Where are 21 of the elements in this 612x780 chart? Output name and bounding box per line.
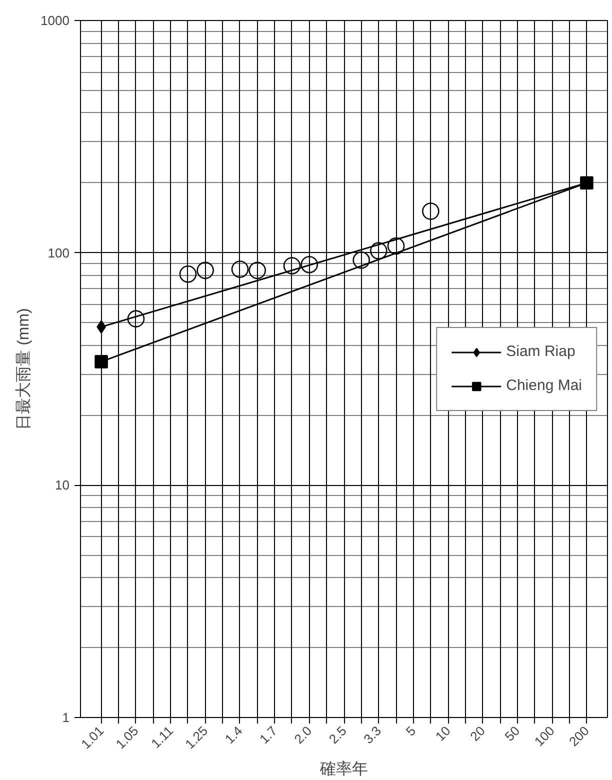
y-tick-label: 100: [48, 245, 70, 260]
x-tick-label: 5: [402, 723, 419, 739]
x-tick-label: 1.01: [78, 723, 107, 752]
legend-label: Chieng Mai: [506, 377, 582, 394]
x-tick-label: 1.4: [222, 723, 246, 747]
x-tick-label: 2.0: [291, 723, 315, 747]
x-tick-label: 1.11: [148, 723, 176, 752]
x-tick-label: 1.7: [256, 723, 280, 747]
x-tick-label: 2.5: [326, 723, 350, 747]
x-tick-label: 50: [502, 723, 523, 744]
x-tick-label: 20: [467, 723, 488, 744]
x-tick-label: 200: [566, 723, 592, 750]
y-tick-label: 1: [62, 710, 70, 725]
y-tick-label: 1000: [40, 13, 70, 28]
x-tick-label: 3.3: [360, 723, 384, 747]
x-tick-label: 100: [531, 723, 558, 750]
x-axis-title: 確率年: [319, 760, 368, 778]
y-tick-label: 10: [55, 478, 70, 493]
legend-label: Siam Riap: [506, 343, 576, 360]
y-axis-title: 日最大雨量 (mm): [14, 308, 33, 430]
x-tick-label: 10: [432, 723, 454, 744]
